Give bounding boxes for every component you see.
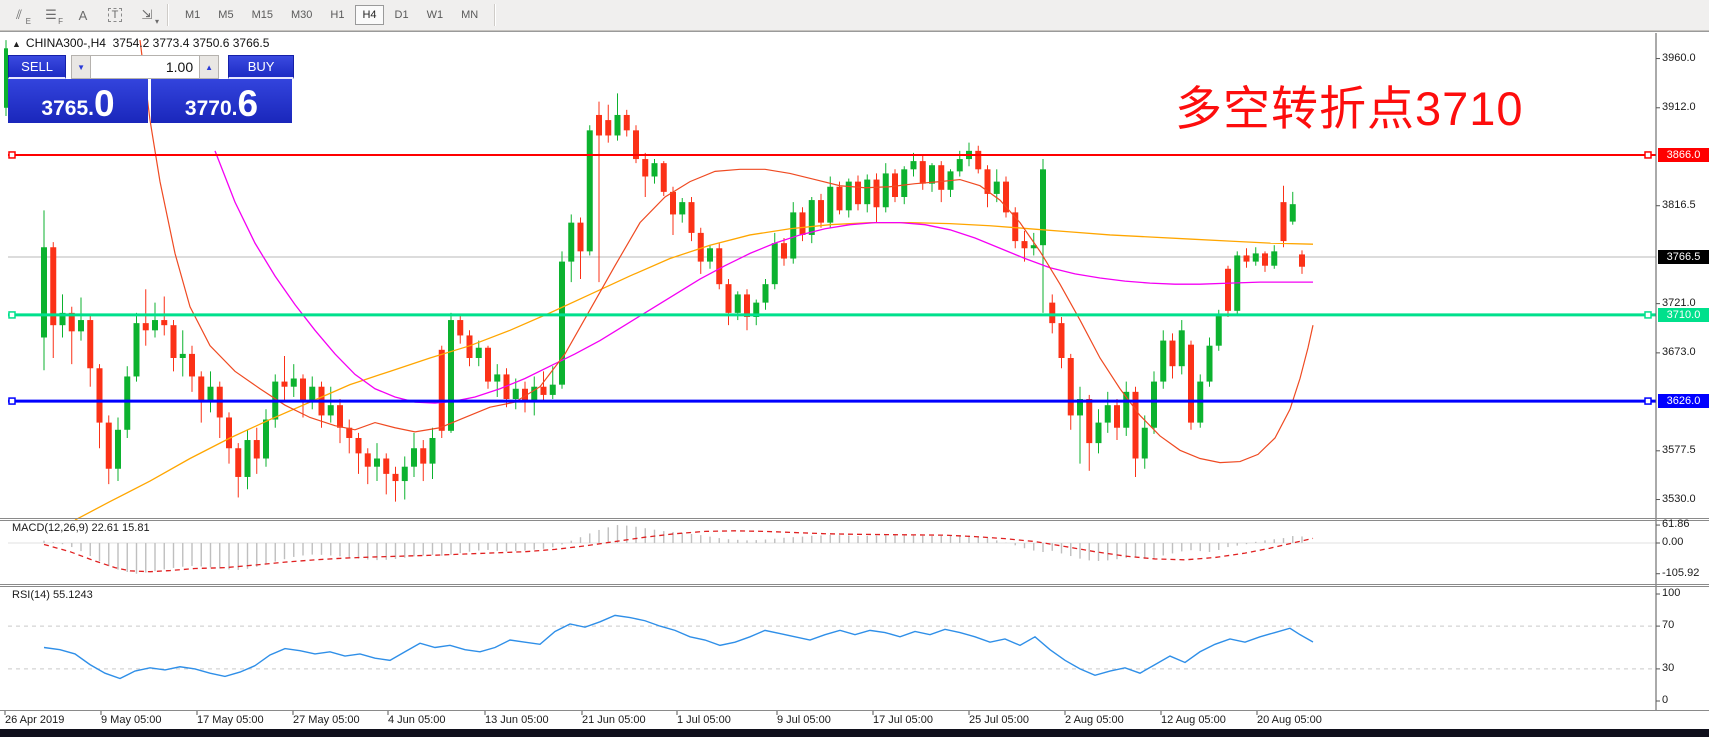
timeframe-M5[interactable]: M5 xyxy=(218,9,234,21)
time-tick[interactable]: 27 May 05:00 xyxy=(293,714,360,726)
text-icon[interactable]: A xyxy=(78,7,88,23)
time-tick[interactable]: 12 Aug 05:00 xyxy=(1161,714,1226,726)
time-tick[interactable]: 25 Jul 05:00 xyxy=(969,714,1029,726)
chart-annotation-text: 多空转折点3710 xyxy=(1175,82,1524,135)
volume-stepper: ▼ ▲ xyxy=(71,55,220,79)
time-tick[interactable]: 17 May 05:00 xyxy=(197,714,264,726)
buy-price-main: 3770. xyxy=(184,97,238,120)
timeframe-H4[interactable]: H4 xyxy=(355,5,384,25)
text-label-icon[interactable]: T xyxy=(102,4,128,26)
volume-input[interactable] xyxy=(91,55,200,79)
macd-tick: -105.92 xyxy=(1662,566,1700,579)
volume-up-icon[interactable]: ▲ xyxy=(199,55,220,79)
price-tick: 3960.0 xyxy=(1662,51,1696,64)
rsi-label: RSI(14) 55.1243 xyxy=(12,589,93,601)
sell-button[interactable]: SELL xyxy=(8,55,67,79)
time-tick[interactable]: 26 Apr 2019 xyxy=(5,714,65,726)
timeframe-M15[interactable]: M15 xyxy=(251,9,273,21)
time-tick[interactable]: 2 Aug 05:00 xyxy=(1065,714,1124,726)
sell-price-main: 3765. xyxy=(41,97,94,120)
pane-divider[interactable] xyxy=(0,586,1709,587)
timeframe-buttons: M1 M5 M15 M30 H1 H4 D1 W1 MN xyxy=(176,5,487,25)
time-tick[interactable]: 20 Aug 05:00 xyxy=(1257,714,1322,726)
price-line-badge[interactable]: 3710.0 xyxy=(1658,307,1709,322)
buy-price[interactable]: 3770. 6 xyxy=(151,79,292,123)
timeframe-MN[interactable]: MN xyxy=(461,9,479,21)
price-tick: 3577.5 xyxy=(1662,443,1696,456)
macd-tick: 61.86 xyxy=(1662,518,1690,531)
volume-down-icon[interactable]: ▼ xyxy=(71,55,92,79)
bottom-bar xyxy=(0,729,1709,737)
pane-divider[interactable] xyxy=(0,584,1709,585)
time-tick[interactable]: 9 Jul 05:00 xyxy=(777,714,831,726)
price-tick: 3530.0 xyxy=(1662,492,1696,505)
line-studies-icons: ⫽ E ☰ F A T ⇲ ▾ xyxy=(0,4,160,26)
toolbar-separator xyxy=(494,4,497,26)
buy-button[interactable]: BUY xyxy=(228,55,294,79)
sell-price[interactable]: 3765. 0 xyxy=(8,79,148,123)
timeframe-W1[interactable]: W1 xyxy=(426,9,444,21)
sell-price-pips: 0 xyxy=(93,82,115,124)
time-tick[interactable]: 13 Jun 05:00 xyxy=(485,714,549,726)
rsi-tick: 30 xyxy=(1662,661,1675,674)
symbol-name: CHINA300-,H4 xyxy=(25,36,106,50)
price-line-badge[interactable]: 3626.0 xyxy=(1658,394,1709,409)
ohlc-readout: 3754.2 3773.4 3750.6 3766.5 xyxy=(112,36,270,50)
price-line-badge[interactable]: 3866.0 xyxy=(1658,147,1709,162)
timeframe-D1[interactable]: D1 xyxy=(394,9,409,21)
macd-tick: 0.00 xyxy=(1662,536,1684,548)
timeframe-M30[interactable]: M30 xyxy=(290,9,313,21)
toolbar: ⫽ E ☰ F A T ⇲ ▾ M1 M5 M15 M30 H1 H4 D1 W1 MN xyxy=(0,0,1709,31)
rsi-tick: 100 xyxy=(1662,587,1681,599)
rsi-tick: 70 xyxy=(1662,619,1675,632)
pane-divider[interactable] xyxy=(0,518,1709,519)
time-tick[interactable]: 1 Jul 05:00 xyxy=(677,714,731,726)
price-tick: 3673.0 xyxy=(1662,345,1696,358)
time-axis-line xyxy=(0,710,1709,711)
price-tick: 3912.0 xyxy=(1662,100,1696,113)
timeframe-M1[interactable]: M1 xyxy=(185,9,201,21)
time-tick[interactable]: 9 May 05:00 xyxy=(101,714,162,726)
time-tick[interactable]: 17 Jul 05:00 xyxy=(873,714,933,726)
price-tick: 3816.5 xyxy=(1662,198,1696,211)
timeframe-H1[interactable]: H1 xyxy=(330,9,345,21)
time-tick[interactable]: 4 Jun 05:00 xyxy=(388,714,446,726)
collapse-panel-icon[interactable]: ▲ xyxy=(12,39,21,49)
fibonacci-icon[interactable]: ☰ F xyxy=(45,7,63,26)
price-tick: 3721.0 xyxy=(1662,296,1696,309)
current-price-badge: 3766.5 xyxy=(1658,249,1709,264)
chart-title: ▲ CHINA300-,H4 3754.2 3773.4 3750.6 3766.… xyxy=(12,36,269,50)
arrows-icon[interactable]: ⇲ ▾ xyxy=(141,7,159,26)
time-tick[interactable]: 21 Jun 05:00 xyxy=(582,714,646,726)
macd-label: MACD(12,26,9) 22.61 15.81 xyxy=(12,522,150,534)
toolbar-separator xyxy=(167,4,169,26)
buy-price-pips: 6 xyxy=(237,82,259,124)
rsi-tick: 0 xyxy=(1662,694,1669,706)
pane-divider[interactable] xyxy=(0,520,1709,521)
one-click-trading-panel: SELL ▼ ▲ BUY 3765. 0 3770. 6 xyxy=(8,55,294,123)
equidistant-channel-icon[interactable]: ⫽ E xyxy=(16,7,31,26)
